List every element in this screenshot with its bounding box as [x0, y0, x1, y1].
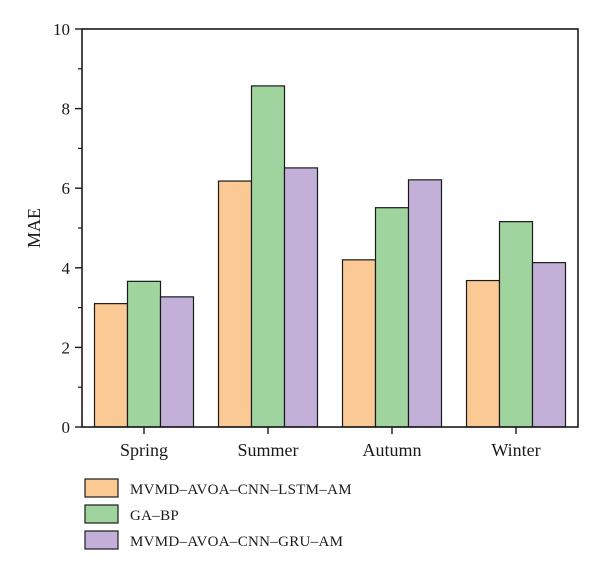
y-tick-label: 6: [62, 179, 71, 198]
bar-summer-series-2: [250, 85, 286, 428]
y-axis-title: MAE: [24, 208, 44, 248]
bar-autumn-series-1: [341, 259, 377, 428]
legend-label: GA–BP: [130, 508, 179, 524]
legend-swatch: [84, 530, 119, 550]
bar-autumn-series-2: [374, 207, 410, 428]
bar-spring-series-2: [126, 280, 162, 428]
x-tick-label: Winter: [491, 440, 540, 460]
y-tick-label: 2: [62, 338, 71, 357]
y-axis: 0 2 4 6 8 10: [53, 20, 82, 437]
legend: MVMD–AVOA–CNN–LSTM–AM GA–BP MVMD–AVOA–CNN–…: [84, 478, 352, 550]
bar-summer-series-3: [283, 167, 319, 428]
legend-swatch: [84, 478, 119, 498]
x-axis: Spring Summer Autumn Winter: [120, 427, 541, 460]
y-tick-label: 0: [62, 418, 71, 437]
y-tick-label: 8: [62, 100, 71, 119]
bar-autumn-series-3: [407, 179, 443, 428]
bar-spring-series-1: [93, 303, 129, 428]
bar-winter-series-2: [498, 221, 534, 428]
x-tick-label: Summer: [238, 440, 299, 460]
bar-summer-series-1: [217, 180, 253, 428]
legend-label: MVMD–AVOA–CNN–LSTM–AM: [130, 482, 352, 498]
x-tick-label: Autumn: [362, 440, 421, 460]
legend-label: MVMD–AVOA–CNN–GRU–AM: [130, 534, 343, 550]
legend-swatch: [84, 504, 119, 524]
y-tick-label: 10: [53, 20, 70, 39]
bars-layer: [93, 85, 567, 428]
y-tick-label: 4: [62, 259, 71, 278]
bar-winter-series-1: [465, 279, 501, 428]
bar-winter-series-3: [531, 262, 567, 428]
x-tick-label: Spring: [120, 440, 168, 460]
bar-spring-series-3: [159, 296, 195, 428]
